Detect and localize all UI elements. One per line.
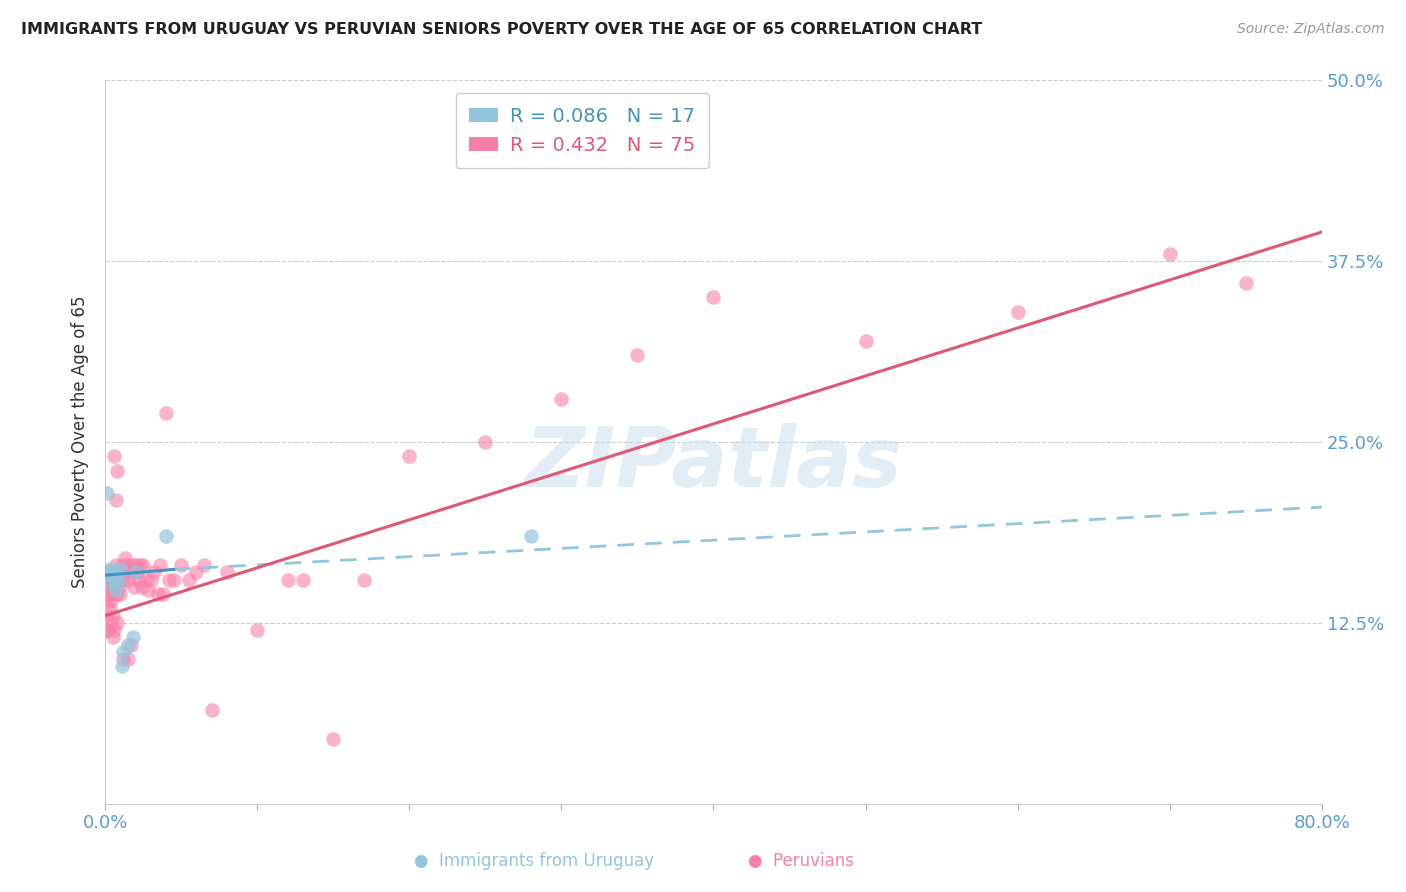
Point <box>127 566 149 580</box>
Point <box>114 550 136 565</box>
Point <box>108 573 131 587</box>
Point <box>132 558 155 572</box>
Point <box>136 582 159 597</box>
Point <box>163 573 186 587</box>
Point <box>111 659 134 673</box>
Point <box>100 580 122 594</box>
Point <box>101 573 124 587</box>
Point <box>186 566 208 580</box>
Point <box>105 464 128 478</box>
Point <box>626 348 648 362</box>
Point <box>98 573 121 587</box>
Point <box>97 566 120 580</box>
Point <box>149 558 172 572</box>
Point <box>353 573 375 587</box>
Point <box>398 450 420 464</box>
Point <box>96 624 118 638</box>
Point <box>122 580 145 594</box>
Text: IMMIGRANTS FROM URUGUAY VS PERUVIAN SENIORS POVERTY OVER THE AGE OF 65 CORRELATI: IMMIGRANTS FROM URUGUAY VS PERUVIAN SENI… <box>21 22 983 37</box>
Legend: R = 0.086   N = 17, R = 0.432   N = 75: R = 0.086 N = 17, R = 0.432 N = 75 <box>456 94 709 169</box>
Point <box>98 587 121 601</box>
Point <box>131 580 153 594</box>
Point <box>97 580 120 594</box>
Point <box>117 652 139 666</box>
Point <box>101 608 124 623</box>
Text: ●  Immigrants from Uruguay: ● Immigrants from Uruguay <box>415 852 654 870</box>
Point <box>110 562 132 576</box>
Point <box>103 573 125 587</box>
Point <box>108 566 131 580</box>
Point <box>129 558 152 572</box>
Point <box>100 568 122 582</box>
Point <box>108 580 131 594</box>
Point <box>105 615 128 630</box>
Point <box>100 615 122 630</box>
Point <box>112 573 135 587</box>
Point <box>101 587 124 601</box>
Point <box>277 573 299 587</box>
Point <box>702 290 724 304</box>
Point <box>112 645 135 659</box>
Point <box>155 529 177 543</box>
Point <box>103 450 125 464</box>
Point <box>201 703 224 717</box>
Point <box>98 601 121 615</box>
Point <box>105 566 128 580</box>
Point <box>97 566 120 580</box>
Point <box>474 434 496 449</box>
Point <box>1007 304 1029 318</box>
Point <box>177 573 200 587</box>
Point <box>103 580 125 594</box>
Point <box>1159 246 1181 260</box>
Point <box>155 406 177 420</box>
Point <box>115 558 138 572</box>
Point <box>124 566 146 580</box>
Point <box>103 624 125 638</box>
Point <box>121 631 143 645</box>
Text: ZIPatlas: ZIPatlas <box>524 423 903 504</box>
Point <box>170 558 193 572</box>
Point <box>105 587 128 601</box>
Point <box>246 624 269 638</box>
Point <box>117 573 139 587</box>
Point <box>111 558 134 572</box>
Point <box>98 562 121 576</box>
Point <box>101 577 124 591</box>
Point <box>100 594 122 608</box>
Text: Source: ZipAtlas.com: Source: ZipAtlas.com <box>1237 22 1385 37</box>
Point <box>117 638 139 652</box>
Point <box>322 731 344 746</box>
Point <box>142 566 165 580</box>
Point <box>124 558 146 572</box>
Point <box>157 573 180 587</box>
Point <box>128 573 150 587</box>
Point <box>120 638 142 652</box>
Point <box>110 573 132 587</box>
Point <box>110 587 132 601</box>
Point <box>550 392 572 406</box>
Point <box>152 587 174 601</box>
Point <box>135 573 157 587</box>
Point <box>121 558 143 572</box>
Point <box>193 558 215 572</box>
Text: ●  Peruvians: ● Peruvians <box>748 852 855 870</box>
Point <box>96 594 118 608</box>
Point <box>148 587 170 601</box>
Point <box>118 566 141 580</box>
Point <box>139 573 162 587</box>
Point <box>215 566 238 580</box>
Point <box>112 652 135 666</box>
Point <box>96 485 118 500</box>
Point <box>1234 276 1257 290</box>
Point <box>104 558 127 572</box>
Point <box>855 334 877 348</box>
Point <box>104 492 127 507</box>
Point <box>104 582 127 597</box>
Point <box>97 624 120 638</box>
Point <box>291 573 314 587</box>
Point <box>101 631 124 645</box>
Point <box>520 529 543 543</box>
Y-axis label: Seniors Poverty Over the Age of 65: Seniors Poverty Over the Age of 65 <box>72 296 89 588</box>
Point <box>96 608 118 623</box>
